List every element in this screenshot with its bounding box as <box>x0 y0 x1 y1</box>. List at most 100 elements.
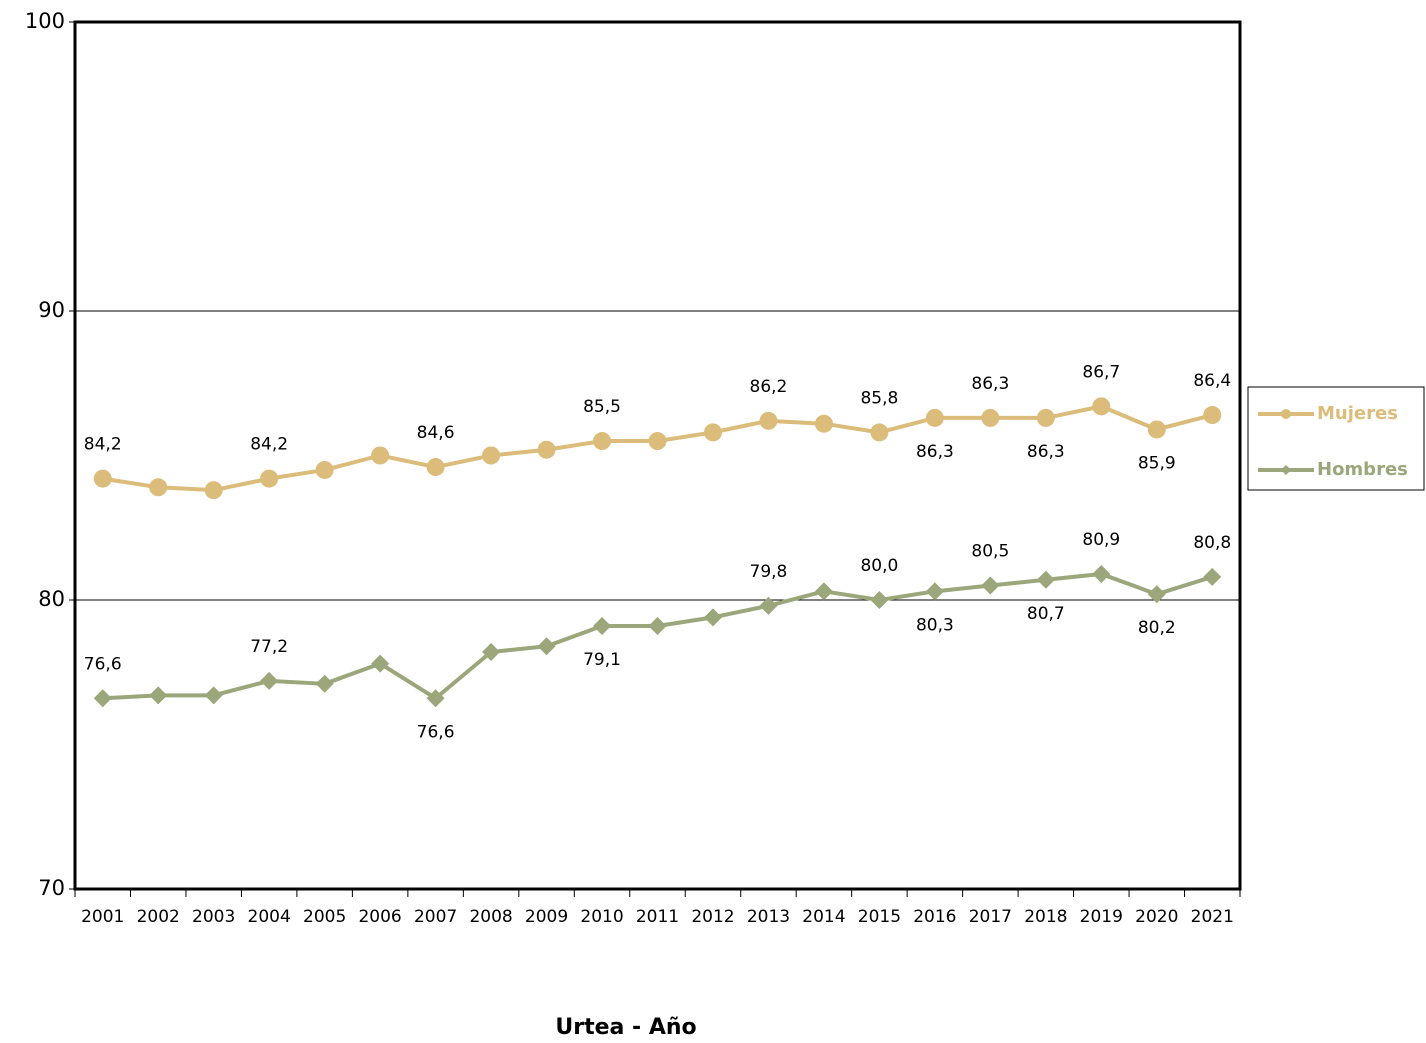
marker <box>482 446 501 465</box>
data-label: 86,3 <box>971 374 1009 394</box>
marker <box>1203 567 1222 586</box>
marker <box>1147 585 1166 604</box>
marker <box>260 671 279 690</box>
x-tick-label: 2015 <box>858 907 901 927</box>
series: 84,2 84,2 84,6 85,5 86,2 85,8 86,3 86,3 86,3 86,7… <box>84 362 1231 500</box>
marker <box>925 408 944 427</box>
marker <box>537 440 556 459</box>
marker <box>426 458 445 477</box>
marker <box>593 617 612 636</box>
marker <box>149 686 168 705</box>
legend-box <box>1247 386 1425 491</box>
x-tick-label: 2018 <box>1024 907 1067 927</box>
marker <box>648 617 667 636</box>
data-label: 79,1 <box>583 650 621 670</box>
marker <box>1147 420 1166 439</box>
marker <box>204 481 223 500</box>
x-tick-label: 2019 <box>1080 907 1123 927</box>
x-tick-label: 2007 <box>414 907 457 927</box>
data-label: 80,8 <box>1193 533 1231 553</box>
marker <box>371 446 390 465</box>
x-tick-label: 2011 <box>636 907 679 927</box>
x-tick-label: 2013 <box>747 907 790 927</box>
x-tick-label: 2004 <box>248 907 291 927</box>
x-tick-label: 2003 <box>192 907 235 927</box>
marker <box>981 408 1000 427</box>
x-axis-label: Urtea - Año <box>555 1015 696 1040</box>
marker <box>149 478 168 497</box>
x-tick-label: 2001 <box>81 907 124 927</box>
x-tick-label: 2012 <box>691 907 734 927</box>
legend-label: Mujeres <box>1317 403 1398 424</box>
x-tick-label: 2006 <box>358 907 401 927</box>
x-tick-label: 2010 <box>580 907 623 927</box>
marker <box>315 674 334 693</box>
data-label: 85,5 <box>583 397 621 417</box>
data-label: 76,6 <box>84 654 122 674</box>
data-label: 85,8 <box>860 388 898 408</box>
data-label: 76,6 <box>417 722 455 742</box>
marker <box>204 686 223 705</box>
data-label: 79,8 <box>750 562 788 582</box>
legend-label: Hombres <box>1317 459 1408 480</box>
data-label: 80,3 <box>916 615 954 635</box>
marker <box>593 432 612 451</box>
marker <box>315 460 334 479</box>
x-tick-label: 2009 <box>525 907 568 927</box>
marker <box>260 469 279 488</box>
x-tick-label: 2014 <box>802 907 845 927</box>
data-label: 86,3 <box>1027 442 1065 462</box>
data-label: 85,9 <box>1138 453 1176 473</box>
data-label: 84,6 <box>417 423 455 443</box>
plot-border <box>73 20 1242 891</box>
marker <box>870 423 889 442</box>
marker <box>93 469 112 488</box>
marker <box>814 414 833 433</box>
marker <box>981 576 1000 595</box>
marker <box>371 654 390 673</box>
data-label: 84,2 <box>84 435 122 455</box>
marker <box>426 689 445 708</box>
data-label: 80,2 <box>1138 618 1176 638</box>
data-label: 80,0 <box>860 556 898 576</box>
data-label: 77,2 <box>250 637 288 657</box>
x-tick-label: 2005 <box>303 907 346 927</box>
x-tick-label: 2020 <box>1135 907 1178 927</box>
marker <box>703 423 722 442</box>
x-tick-label: 2021 <box>1191 907 1234 927</box>
marker <box>1036 408 1055 427</box>
y-tick-label: 80 <box>38 587 65 611</box>
marker <box>759 596 778 615</box>
marker <box>925 582 944 601</box>
legend-marker <box>1281 409 1291 419</box>
x-tick-label: 2008 <box>469 907 512 927</box>
data-label: 86,7 <box>1082 362 1120 382</box>
marker <box>1092 564 1111 583</box>
marker <box>814 582 833 601</box>
x-tick-label: 2002 <box>137 907 180 927</box>
data-label: 86,2 <box>750 377 788 397</box>
marker <box>537 637 556 656</box>
data-label: 86,4 <box>1193 371 1231 391</box>
y-tick-label: 70 <box>38 876 65 900</box>
data-label: 86,3 <box>916 442 954 462</box>
marker <box>1036 570 1055 589</box>
y-tick-label: 90 <box>38 298 65 322</box>
marker <box>93 689 112 708</box>
data-label: 84,2 <box>250 435 288 455</box>
marker <box>703 608 722 627</box>
y-tick-label: 100 <box>25 9 65 33</box>
marker <box>482 643 501 662</box>
marker <box>870 591 889 609</box>
series: 76,6 77,2 76,6 79,1 79,8 80,0 80,3 80,5 80,7 80,9… <box>84 530 1231 742</box>
x-tick-label: 2017 <box>969 907 1012 927</box>
marker <box>1203 406 1222 425</box>
legend-marker <box>1281 465 1291 475</box>
marker <box>648 432 667 451</box>
marker <box>759 411 778 430</box>
data-label: 80,7 <box>1027 604 1065 624</box>
x-tick-label: 2016 <box>913 907 956 927</box>
data-label: 80,5 <box>971 542 1009 562</box>
marker <box>1092 397 1111 416</box>
